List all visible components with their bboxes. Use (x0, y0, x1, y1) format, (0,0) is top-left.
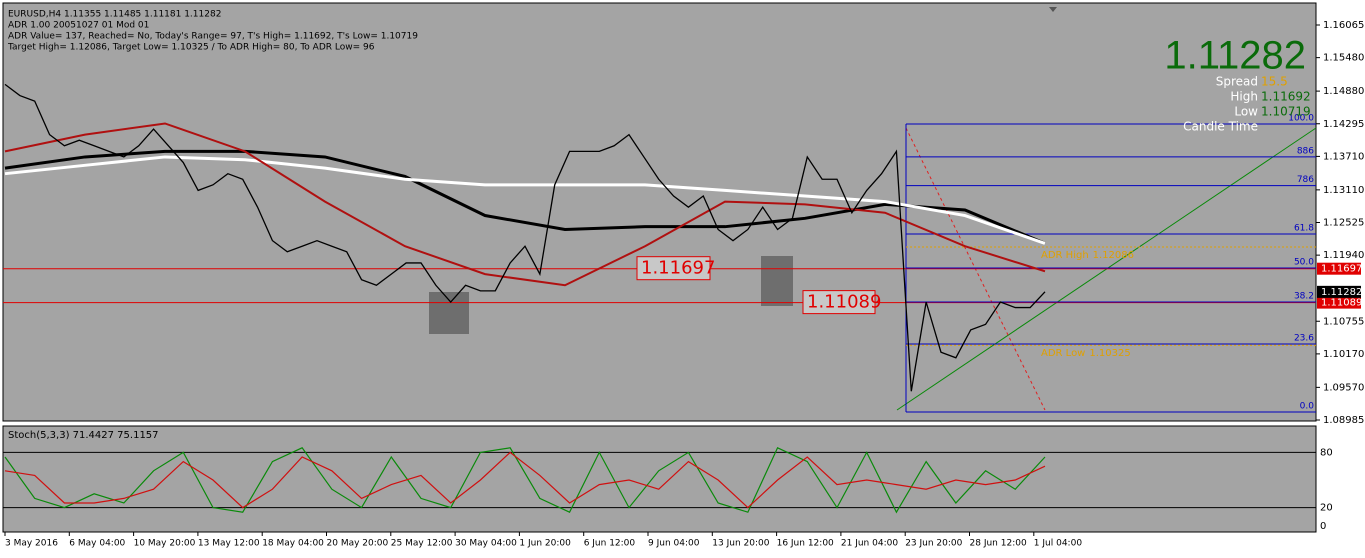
sub-pane (2, 425, 1317, 533)
x-tick-label: 30 May 04:00 (455, 539, 517, 549)
adr-label: ADR High 1.12086 (1041, 250, 1134, 261)
x-tick-label: 1 Jul 04:00 (1034, 539, 1083, 549)
price-line (4, 83, 1046, 392)
header-line: ADR Value= 137, Reached= No, Today's Ran… (8, 32, 418, 42)
axis-badge (1317, 285, 1361, 298)
highlight-box (429, 292, 469, 334)
fib-label: 23.6 (1294, 334, 1314, 344)
y-tick-label: 1.11940 (1323, 250, 1364, 261)
moving-average (4, 122, 1046, 287)
info-label: High (1230, 90, 1258, 104)
x-tick-label: 16 Jun 12:00 (777, 539, 834, 549)
info-value: 1.10719 (1261, 105, 1311, 119)
axis-badge-label: 1.11282 (1321, 287, 1362, 298)
highlight-box (761, 256, 793, 306)
y-tick-label: 1.10755 (1323, 316, 1364, 327)
fib-label: 38.2 (1294, 292, 1314, 302)
level-box (636, 256, 711, 281)
fib-label: 61.8 (1294, 224, 1314, 234)
scroll-marker (1049, 7, 1057, 12)
fib-label: 786 (1297, 175, 1314, 185)
info-value: 1.11692 (1261, 90, 1311, 104)
y-tick-label: 1.14295 (1323, 119, 1364, 130)
axis-badge-label: 1.11697 (1321, 264, 1362, 275)
x-tick-label: 13 May 12:00 (198, 539, 260, 549)
stoch-line (4, 451, 1046, 509)
adr-text: ADR High (1041, 250, 1089, 261)
fib-label: 886 (1297, 146, 1314, 156)
x-tick-label: 6 Jun 12:00 (584, 539, 636, 549)
y-tick-label: 1.10170 (1323, 349, 1364, 360)
stoch-title: Stoch(5,3,3) 71.4427 75.1157 (8, 430, 159, 441)
x-tick-label: 1 Jun 20:00 (519, 539, 571, 549)
y-tick-label: 1.13710 (1323, 151, 1364, 162)
main-pane (2, 2, 1317, 422)
current-price: 1.11282 (1164, 34, 1306, 78)
info-label: Spread (1216, 75, 1258, 89)
info-label: Candle Time (1183, 120, 1258, 134)
fib-label: 50.0 (1294, 258, 1314, 268)
stoch-tick-label: 80 (1320, 447, 1333, 458)
axis-badge (1317, 296, 1361, 309)
y-tick-label: 1.12525 (1323, 218, 1364, 229)
info-label: Low (1234, 105, 1258, 119)
header-line: ADR 1.00 20051027 01 Mod 01 (8, 21, 149, 31)
header-line: Target High= 1.12086, Target Low= 1.1032… (7, 43, 375, 53)
info-value: 15.5 (1261, 75, 1288, 89)
x-tick-label: 13 Jun 20:00 (712, 539, 769, 549)
stoch-tick-label: 20 (1320, 503, 1333, 514)
adr-text: ADR Low (1041, 348, 1085, 359)
y-tick-label: 1.08985 (1323, 415, 1364, 426)
moving-average (4, 149, 1046, 245)
adr-value: 1.12086 (1093, 250, 1134, 261)
stoch-tick-label: 0 (1320, 521, 1326, 532)
y-tick-label: 1.14880 (1323, 86, 1364, 97)
x-tick-label: 28 Jun 12:00 (970, 539, 1027, 549)
x-tick-label: 18 May 04:00 (262, 539, 324, 549)
x-tick-label: 20 May 20:00 (327, 539, 389, 549)
y-tick-label: 1.15480 (1323, 53, 1364, 64)
x-tick-label: 21 Jun 04:00 (841, 539, 898, 549)
y-tick-label: 1.09570 (1323, 382, 1364, 393)
x-tick-label: 9 Jun 04:00 (648, 539, 700, 549)
fib-label: 100.0 (1288, 114, 1314, 124)
x-tick-label: 10 May 20:00 (134, 539, 196, 549)
x-tick-label: 6 May 04:00 (69, 539, 125, 549)
y-tick-label: 1.16065 (1323, 20, 1364, 31)
axis-badge-label: 1.11089 (1321, 298, 1362, 309)
x-tick-label: 25 May 12:00 (391, 539, 453, 549)
y-tick-label: 1.13110 (1323, 185, 1364, 196)
adr-label: ADR Low 1.10325 (1041, 348, 1131, 359)
x-tick-label: 23 Jun 20:00 (905, 539, 962, 549)
fib-label: 0.0 (1300, 402, 1315, 412)
adr-value: 1.10325 (1089, 348, 1130, 359)
axis-badge (1317, 262, 1361, 275)
stoch-line (4, 447, 1046, 514)
header-line: EURUSD,H4 1.11355 1.11485 1.11181 1.1128… (8, 10, 221, 20)
level-box (802, 290, 876, 315)
level-box-label: 1.11697 (641, 258, 715, 279)
x-tick-label: 3 May 2016 (5, 539, 58, 549)
level-box-label: 1.11089 (807, 292, 881, 313)
